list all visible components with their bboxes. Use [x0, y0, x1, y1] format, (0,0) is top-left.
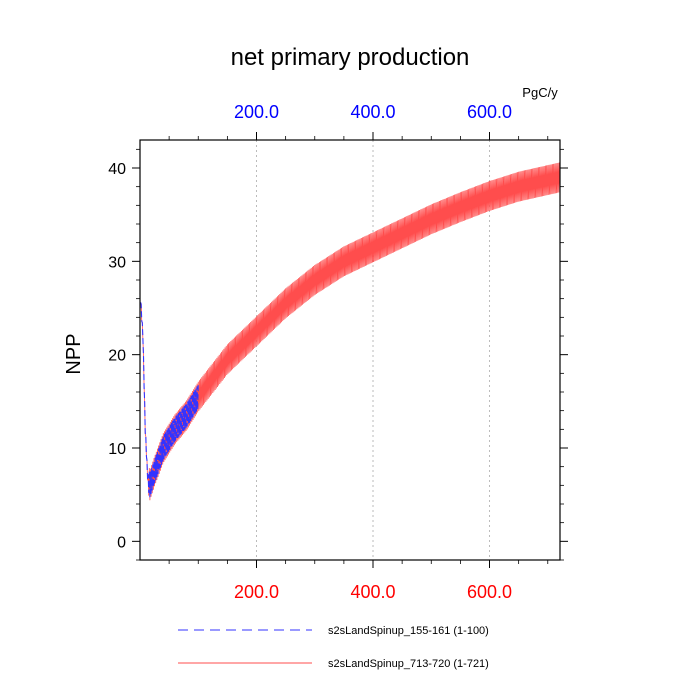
y-tick-label-0: 0 — [117, 534, 126, 551]
plot-frame — [139, 139, 561, 561]
tick-layer — [132, 132, 568, 568]
x-tick-label-bottom-400: 400.0 — [350, 582, 395, 602]
x-tick-label-bottom-200: 200.0 — [234, 582, 279, 602]
y-axis-label: NPP — [63, 333, 85, 374]
x-tick-label-top-200: 200.0 — [234, 102, 279, 122]
series-line-blue — [140, 302, 199, 498]
legend: s2sLandSpinup_155-161 (1-100) s2sLandSpi… — [178, 625, 489, 670]
series-layer — [140, 162, 561, 501]
grid-layer — [256, 140, 491, 560]
legend-label-blue: s2sLandSpinup_155-161 (1-100) — [328, 625, 489, 637]
x-tick-label-top-400: 400.0 — [350, 102, 395, 122]
y-tick-label-10: 10 — [108, 441, 126, 458]
legend-label-red: s2sLandSpinup_713-720 (1-721) — [328, 658, 489, 670]
y-tick-label-20: 20 — [108, 348, 126, 365]
x-tick-label-top-600: 600.0 — [467, 102, 512, 122]
y-tick-label-30: 30 — [108, 254, 126, 271]
series-line-red — [140, 162, 561, 501]
units-label: PgC/y — [522, 85, 558, 100]
chart-title: net primary production — [231, 44, 470, 71]
x-tick-label-bottom-600: 600.0 — [467, 582, 512, 602]
label-layer: 0 10 20 30 40 200.0 400.0 600.0 200.0 400.0 600.0 — [108, 102, 512, 602]
y-tick-label-40: 40 — [108, 161, 126, 178]
